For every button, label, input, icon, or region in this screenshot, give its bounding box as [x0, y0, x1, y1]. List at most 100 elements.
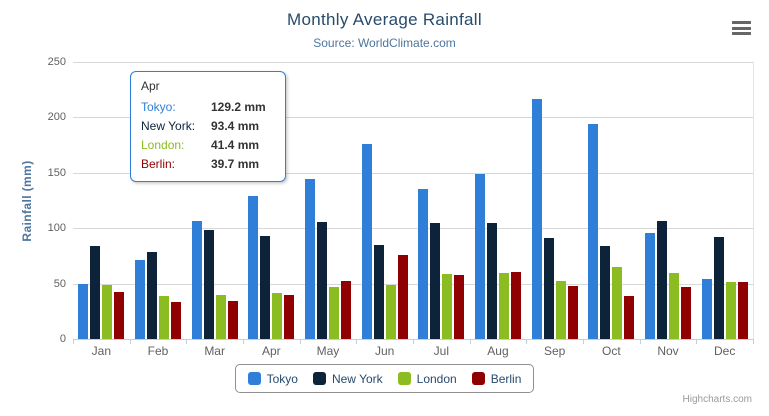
legend-item-tokyo[interactable]: Tokyo [247, 371, 298, 386]
bar-tokyo-jul[interactable] [418, 188, 429, 339]
x-axis-tick-label: Sep [543, 344, 566, 358]
tooltip-row: Berlin: 39.7 mm [141, 154, 275, 173]
bar-london-feb[interactable] [159, 296, 169, 339]
x-axis-tick-label: Jul [433, 344, 449, 358]
bar-tokyo-may[interactable] [305, 179, 315, 339]
x-axis-tick-label: May [316, 344, 340, 358]
bar-berlin-oct[interactable] [624, 295, 635, 339]
bar-berlin-may[interactable] [341, 280, 351, 339]
bar-london-sep[interactable] [555, 280, 566, 339]
tooltip-series-label: Berlin: [141, 156, 176, 171]
legend: Tokyo New York London Berlin [234, 364, 535, 393]
bar-tokyo-nov[interactable] [645, 233, 655, 339]
tooltip-row: New York: 93.4 mm [141, 116, 275, 135]
legend-wrapper: Tokyo New York London Berlin [0, 364, 769, 393]
x-axis-tick [696, 339, 698, 344]
bar-berlin-jan[interactable] [114, 292, 125, 339]
bar-tokyo-aug[interactable] [475, 174, 485, 339]
tooltip-series-value: 41.4 mm [211, 137, 260, 152]
bar-berlin-nov[interactable] [681, 287, 691, 339]
bar-berlin-dec[interactable] [737, 282, 748, 339]
tooltip: Apr Tokyo: 129.2 mm New York: 93.4 mm London… [130, 71, 286, 182]
chart-title: Monthly Average Rainfall [287, 10, 482, 29]
x-axis-tick-label: Mar [204, 344, 225, 358]
x-axis-tick [356, 339, 358, 344]
bar-london-apr[interactable] [272, 293, 283, 339]
bar-tokyo-feb[interactable] [135, 259, 145, 339]
bar-tokyo-jan[interactable] [78, 283, 89, 339]
legend-swatch [312, 372, 326, 385]
legend-label: Berlin [490, 371, 522, 386]
tooltip-series-value: 129.2 mm [211, 99, 266, 114]
bar-new-york-may[interactable] [317, 221, 327, 339]
bar-tokyo-sep[interactable] [531, 99, 542, 339]
y-axis-title: Rainfall (mm) [20, 160, 34, 242]
burger-bar [732, 21, 751, 24]
bar-london-oct[interactable] [612, 266, 623, 339]
bar-london-nov[interactable] [669, 273, 679, 339]
x-axis-tick-label: Aug [487, 344, 509, 358]
bar-london-jul[interactable] [442, 273, 453, 339]
bar-new-york-dec[interactable] [713, 236, 724, 339]
bar-london-aug[interactable] [499, 272, 509, 339]
gridline [73, 62, 753, 63]
bar-london-may[interactable] [329, 286, 339, 339]
bar-new-york-mar[interactable] [203, 229, 214, 339]
gridline [73, 172, 753, 174]
legend-swatch [471, 372, 485, 385]
bar-berlin-jun[interactable] [397, 255, 408, 339]
bar-new-york-aug[interactable] [487, 223, 497, 339]
legend-label: Tokyo [266, 371, 298, 386]
bar-berlin-apr[interactable] [284, 295, 295, 339]
tooltip-series-label: London: [141, 137, 185, 152]
x-axis-tick [73, 339, 74, 344]
bar-london-mar[interactable] [215, 295, 226, 339]
tooltip-row: Tokyo: 129.2 mm [141, 97, 275, 116]
bar-new-york-feb[interactable] [147, 251, 157, 339]
bar-new-york-jul[interactable] [430, 222, 441, 339]
bar-new-york-apr[interactable] [260, 235, 271, 339]
y-axis-tick-label: 100 [47, 222, 66, 235]
bar-new-york-jan[interactable] [90, 246, 101, 339]
tooltip-rows: Tokyo: 129.2 mm New York: 93.4 mm London: 41.… [141, 97, 275, 173]
bar-tokyo-jun[interactable] [361, 143, 372, 339]
y-axis-tick-label: 200 [47, 111, 66, 124]
bar-london-dec[interactable] [725, 282, 736, 339]
x-axis-tick-label: Apr [261, 344, 281, 358]
credits-link[interactable]: Highcharts.com [682, 394, 752, 405]
x-axis-tick [583, 339, 584, 344]
bar-tokyo-oct[interactable] [588, 123, 599, 339]
x-axis-tick [129, 339, 131, 344]
legend-label: London [416, 371, 457, 386]
tooltip-series-value: 93.4 mm [211, 118, 260, 133]
x-axis-tick [299, 339, 301, 344]
legend-label: New York [331, 371, 383, 386]
bar-new-york-sep[interactable] [543, 237, 554, 339]
bar-london-jan[interactable] [102, 284, 113, 339]
bar-berlin-feb[interactable] [171, 302, 181, 339]
tooltip-series-label: Tokyo: [141, 99, 176, 114]
context-menu-icon[interactable] [732, 21, 751, 35]
x-axis-tick [526, 339, 528, 344]
y-axis-tick-label: 150 [47, 166, 66, 179]
bar-tokyo-apr[interactable] [248, 195, 259, 339]
bar-berlin-jul[interactable] [454, 275, 465, 339]
plot-right-edge [753, 62, 754, 339]
bar-london-jun[interactable] [385, 285, 396, 339]
bar-new-york-nov[interactable] [657, 220, 667, 339]
legend-swatch [247, 372, 261, 385]
x-axis-tick [753, 339, 754, 344]
bar-berlin-mar[interactable] [227, 300, 238, 339]
bar-new-york-oct[interactable] [600, 246, 611, 339]
bar-tokyo-dec[interactable] [701, 278, 712, 339]
bar-new-york-jun[interactable] [373, 245, 384, 339]
bar-tokyo-mar[interactable] [191, 221, 202, 339]
bar-berlin-sep[interactable] [567, 286, 578, 339]
legend-item-berlin[interactable]: Berlin [471, 371, 522, 386]
legend-item-new-york[interactable]: New York [312, 371, 383, 386]
bar-berlin-aug[interactable] [511, 272, 521, 339]
legend-item-london[interactable]: London [397, 371, 457, 386]
burger-bar [732, 26, 751, 30]
y-axis-tick-label: 50 [53, 277, 66, 290]
x-axis-tick-label: Dec [713, 344, 736, 358]
